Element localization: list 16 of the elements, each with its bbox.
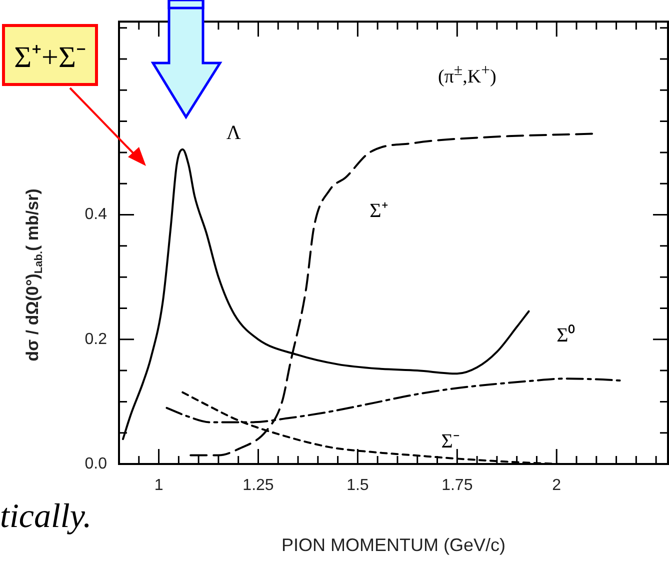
x-tick-label: 2: [552, 477, 562, 494]
x-tick-label: 1.5: [346, 477, 369, 494]
x-tick-label: 1.25: [242, 477, 274, 494]
annotation: (π$^{±}$,K$^{+}$): [438, 62, 496, 88]
text: Σ⁺+Σ⁻: [2, 24, 98, 86]
y-tick-label: 0.2: [84, 330, 108, 348]
series-label: Σ⁻: [441, 430, 460, 452]
x-tick-label: 1: [154, 477, 164, 494]
y-tick-label: 0.4: [84, 206, 108, 224]
series-label: Σ⁺: [370, 200, 388, 222]
text: tically.: [0, 498, 92, 536]
series-label: Σ⁰: [556, 324, 576, 347]
y-tick-label: 0.0: [84, 455, 108, 472]
x-axis-title: PION MOMENTUM (GeV/c): [282, 535, 506, 556]
text: Λ: [226, 122, 242, 144]
x-tick-label: 1.75: [442, 477, 473, 494]
